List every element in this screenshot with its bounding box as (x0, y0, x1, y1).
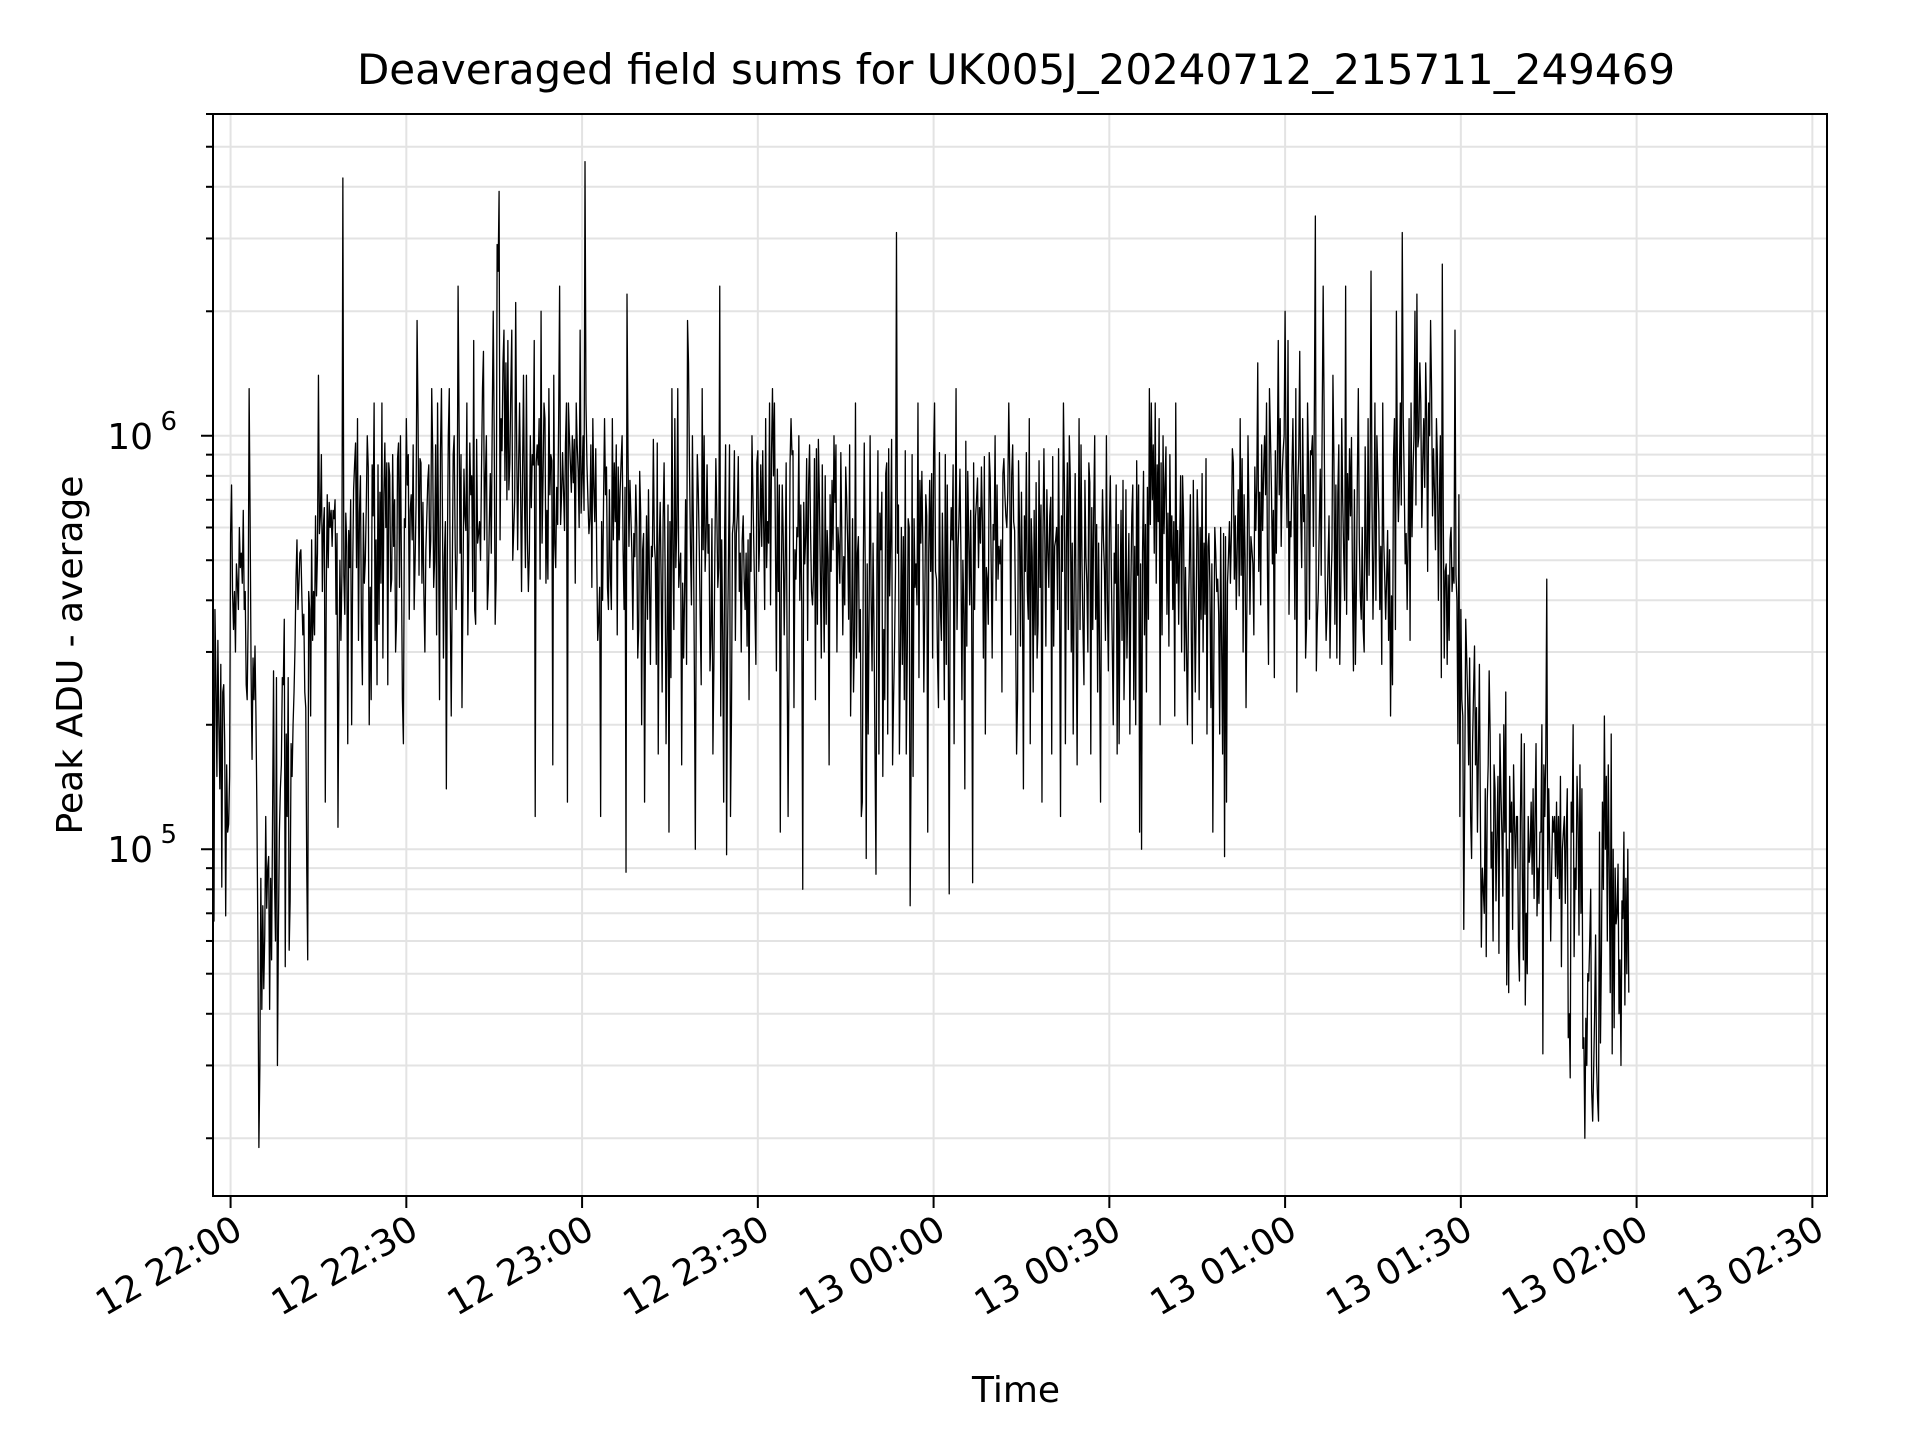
data-series-line (212, 161, 1630, 1149)
y-tick-label-exponent: 6 (160, 407, 177, 437)
chart-title: Deaveraged field sums for UK005J_2024071… (357, 45, 1675, 94)
y-tick-label: 10 (107, 830, 153, 871)
axes-frame (212, 113, 1828, 1197)
x-axis-label: Time (971, 1370, 1060, 1411)
y-axis-label: Peak ADU - average (50, 476, 91, 835)
y-tick-label: 10 (107, 417, 153, 458)
series-layer (212, 161, 1630, 1149)
y-tick-label-exponent: 5 (160, 820, 177, 850)
